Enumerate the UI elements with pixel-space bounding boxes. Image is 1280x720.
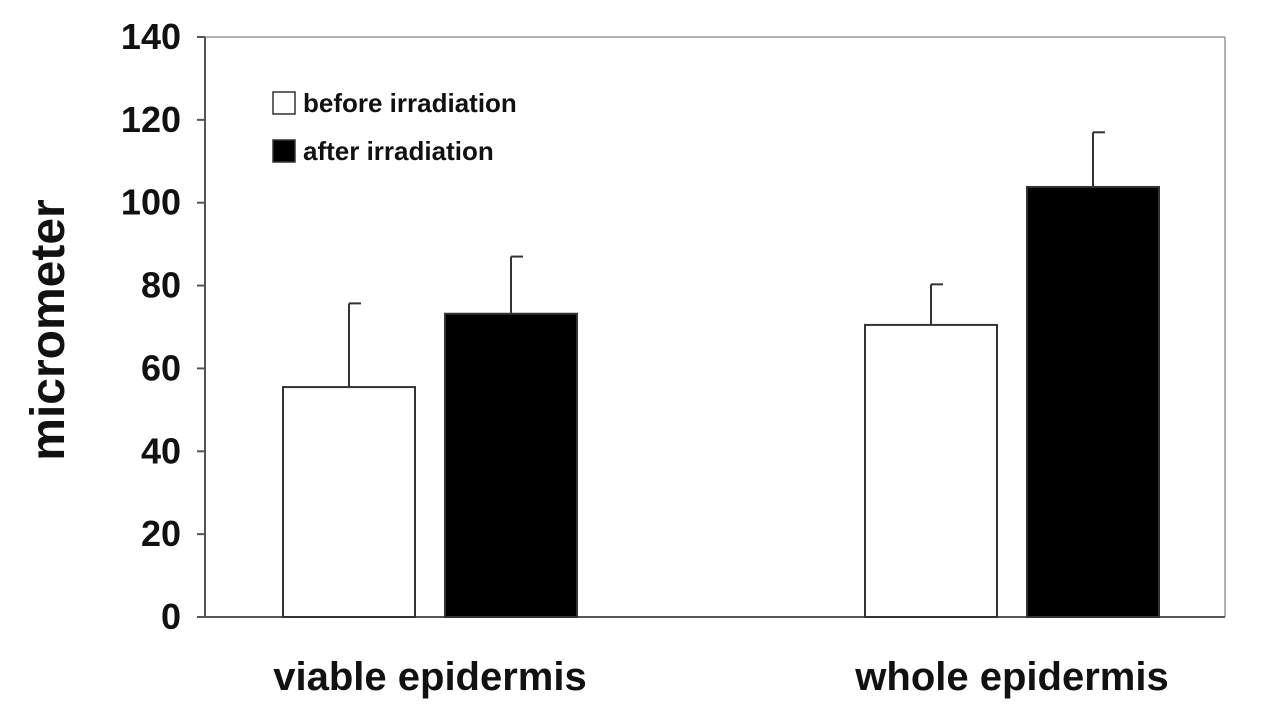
y-tick-label: 100 [121,182,181,223]
x-category-label: viable epidermis [273,655,586,699]
bars [282,185,1160,619]
bar [444,312,578,618]
legend-swatch [272,139,296,163]
legend-entry-label: before irradiation [303,88,517,118]
y-axis: 0 20 40 60 80 100 120 140 [121,16,205,637]
bar [864,323,998,618]
legend: before irradiation after irradiation [272,88,517,166]
error-bars [348,131,1105,388]
bar [1026,185,1160,618]
legend-entry-label: after irradiation [303,136,494,166]
x-axis: viable epidermis whole epidermis [273,655,1168,699]
y-tick-label: 40 [141,430,181,471]
x-category-label: whole epidermis [854,655,1168,699]
y-tick-label: 140 [121,16,181,57]
bar [282,386,416,619]
y-tick-label: 80 [141,265,181,306]
y-tick-label: 0 [161,596,181,637]
y-tick-label: 20 [141,513,181,554]
y-tick-label: 120 [121,99,181,140]
y-tick-label: 60 [141,347,181,388]
legend-swatch [272,91,296,115]
y-axis-label: micrometer [22,199,75,460]
